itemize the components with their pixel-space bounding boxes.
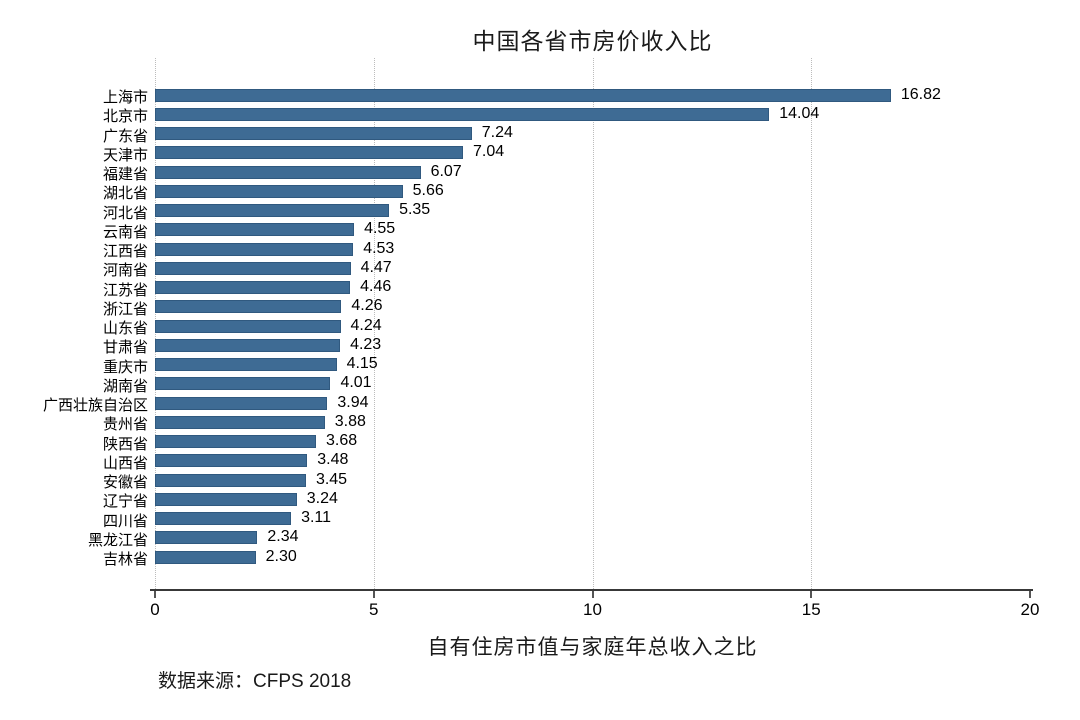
gridline: [592, 58, 594, 589]
bar-value: 2.34: [267, 528, 299, 546]
bar: [155, 146, 463, 160]
bar-label: 四川省: [102, 512, 148, 530]
bar-label: 江苏省: [102, 281, 148, 299]
bar-value: 5.66: [412, 181, 444, 199]
bar: [155, 550, 256, 564]
bar-label: 天津市: [102, 146, 148, 164]
bar-label: 辽宁省: [102, 493, 148, 511]
bar-value: 4.23: [350, 335, 382, 353]
bar-value: 3.11: [301, 509, 332, 526]
bar-value: 4.26: [351, 297, 383, 315]
bar-value: 2.30: [265, 547, 297, 565]
bar-label: 安徽省: [102, 474, 148, 491]
bar: [155, 300, 342, 314]
bar-value: 6.07: [430, 162, 462, 180]
bar: [155, 165, 421, 179]
bar-label: 上海市: [102, 89, 148, 106]
x-tick-label: 5: [369, 600, 379, 619]
bar-label: 浙江省: [102, 300, 148, 318]
x-tick-label: 0: [150, 600, 160, 619]
bar-label: 山西省: [102, 454, 148, 472]
x-tick: [810, 591, 813, 598]
x-tick: [591, 591, 594, 598]
bar: [155, 184, 403, 198]
bar-label: 福建省: [102, 166, 148, 183]
bar: [155, 358, 337, 371]
bar: [155, 377, 331, 391]
bar-value: 4.55: [364, 220, 396, 238]
bar: [155, 223, 355, 237]
bar-value: 3.24: [306, 489, 338, 507]
bar-value: 4.53: [363, 239, 395, 257]
bar: [155, 338, 341, 352]
bar: [155, 88, 891, 102]
bar: [155, 107, 770, 121]
bar-value: 4.24: [350, 316, 382, 334]
bar-label: 陕西省: [102, 435, 148, 453]
bar: [155, 454, 308, 468]
bar: [155, 319, 341, 333]
x-tick-label: 20: [1020, 600, 1040, 619]
bar-label: 广西壮族自治区: [42, 397, 148, 414]
bar-label: 贵州省: [102, 416, 148, 434]
bar-label: 湖北省: [102, 185, 148, 203]
bar: [155, 415, 325, 429]
x-tick: [154, 591, 156, 598]
bar-label: 甘肃省: [102, 339, 148, 357]
bar-label: 北京市: [102, 108, 148, 126]
bar: [155, 127, 472, 140]
bar-value: 14.04: [779, 104, 820, 122]
bar: [155, 512, 292, 525]
bar: [155, 204, 390, 217]
bar-value: 16.82: [900, 85, 941, 103]
bar-label: 湖南省: [102, 377, 148, 395]
x-tick-label: 10: [583, 600, 602, 619]
bar: [155, 396, 328, 410]
bar-value: 3.94: [337, 393, 369, 411]
bar-label: 河北省: [102, 204, 148, 222]
x-tick: [372, 591, 375, 598]
bar: [155, 492, 297, 506]
bar-value: 3.68: [326, 432, 358, 449]
bar: [155, 531, 258, 545]
bar-label: 广东省: [102, 127, 148, 145]
bar: [155, 435, 316, 448]
bar-label: 山东省: [102, 320, 148, 337]
gridline: [811, 58, 813, 589]
bar-value: 3.88: [334, 412, 366, 430]
bar-label: 黑龙江省: [87, 531, 148, 549]
bar-value: 4.47: [360, 258, 392, 276]
bar-value: 7.04: [473, 143, 505, 161]
x-tick: [1029, 591, 1031, 598]
bar: [155, 242, 354, 256]
bar-value: 3.45: [315, 470, 348, 488]
bar: [155, 261, 351, 275]
bar-label: 云南省: [102, 223, 148, 241]
bar-value: 4.01: [340, 374, 372, 392]
gridline: [373, 58, 375, 589]
bar-label: 吉林省: [102, 551, 148, 568]
x-axis-line: [150, 589, 1033, 591]
x-tick-label: 15: [801, 600, 821, 619]
bar: [155, 473, 306, 487]
bar-value: 4.46: [360, 278, 392, 295]
bar-value: 3.48: [317, 451, 349, 469]
bar: [155, 281, 351, 294]
bar-label: 江西省: [102, 243, 148, 260]
bar-label: 重庆市: [102, 358, 148, 376]
bar-value: 4.15: [346, 355, 378, 372]
bar-value: 5.35: [399, 201, 431, 218]
bar-value: 7.24: [481, 124, 513, 141]
x-axis-label: 自有住房市值与家庭年总收入之比: [427, 636, 758, 659]
chart-title: 中国各省市房价收入比: [472, 28, 713, 54]
source-note: 数据来源：CFPS 2018: [158, 671, 352, 692]
bar-label: 河南省: [102, 262, 148, 280]
